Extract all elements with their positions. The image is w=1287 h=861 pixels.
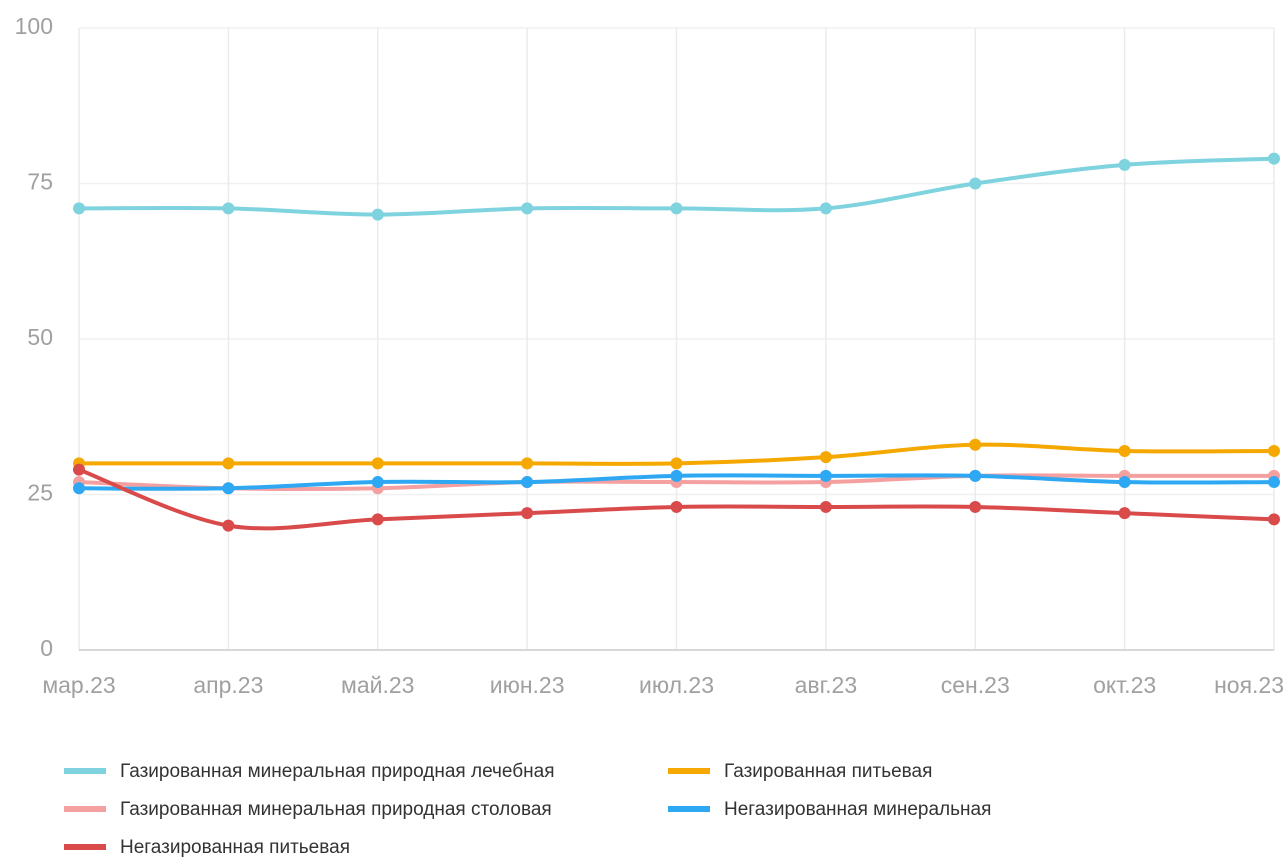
legend-label: Газированная минеральная природная столо… (120, 799, 552, 820)
y-tick-label: 100 (15, 13, 53, 39)
x-tick-label: окт.23 (1093, 672, 1156, 698)
data-point (222, 457, 235, 470)
x-tick-label: авг.23 (795, 672, 858, 698)
data-point (969, 438, 982, 451)
data-point (1118, 476, 1131, 489)
data-point (1118, 444, 1131, 457)
data-point (222, 202, 235, 215)
data-point (1268, 444, 1280, 457)
data-point (371, 208, 384, 221)
data-point (371, 513, 384, 526)
x-tick-label: июл.23 (639, 672, 714, 698)
y-tick-label: 50 (27, 324, 53, 350)
x-tick-label: май.23 (341, 672, 414, 698)
data-point (819, 469, 832, 482)
data-point (819, 500, 832, 513)
legend-label: Негазированная питьевая (120, 837, 350, 858)
data-point (1268, 476, 1280, 489)
x-tick-label: мар.23 (42, 672, 115, 698)
data-point (222, 482, 235, 495)
x-tick-label: июн.23 (490, 672, 565, 698)
x-tick-label: сен.23 (941, 672, 1010, 698)
data-point (73, 482, 85, 495)
data-point (1118, 507, 1131, 520)
data-point (819, 451, 832, 464)
data-point (521, 202, 534, 215)
data-point (371, 476, 384, 489)
data-point (670, 457, 683, 470)
data-point (73, 463, 85, 476)
data-point (670, 202, 683, 215)
data-point (1268, 513, 1280, 526)
data-point (670, 500, 683, 513)
data-point (1268, 152, 1280, 165)
y-tick-label: 75 (27, 169, 53, 195)
x-tick-label: ноя.23 (1214, 672, 1284, 698)
data-point (969, 500, 982, 513)
data-point (521, 476, 534, 489)
y-tick-label: 25 (27, 480, 53, 506)
data-point (670, 469, 683, 482)
data-point (222, 519, 235, 532)
data-point (819, 202, 832, 215)
legend-label: Газированная минеральная природная лечеб… (120, 761, 555, 782)
legend-label: Газированная питьевая (724, 761, 932, 782)
x-tick-label: апр.23 (193, 672, 263, 698)
data-point (521, 507, 534, 520)
data-point (521, 457, 534, 470)
data-point (371, 457, 384, 470)
y-tick-label: 0 (40, 635, 53, 661)
data-point (969, 469, 982, 482)
legend-label: Негазированная минеральная (724, 799, 991, 820)
data-point (73, 202, 85, 215)
data-point (969, 177, 982, 190)
data-point (1118, 158, 1131, 171)
